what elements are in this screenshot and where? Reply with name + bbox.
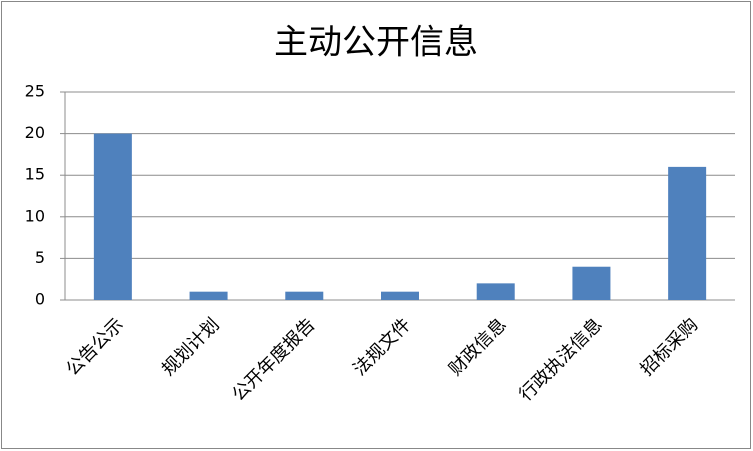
bar — [285, 291, 324, 300]
chart-title: 主动公开信息 — [274, 23, 478, 63]
y-tick-label: 15 — [25, 165, 45, 184]
bar — [93, 133, 132, 300]
y-tick-label: 0 — [35, 290, 45, 309]
y-tick-label: 10 — [25, 206, 45, 225]
bar — [381, 291, 419, 300]
y-tick-label: 5 — [35, 248, 45, 267]
y-tick-label: 20 — [25, 123, 45, 142]
bar — [668, 166, 707, 300]
bar — [189, 291, 228, 300]
y-tick-label: 25 — [25, 82, 45, 101]
bar — [572, 266, 611, 300]
bar — [476, 283, 515, 300]
